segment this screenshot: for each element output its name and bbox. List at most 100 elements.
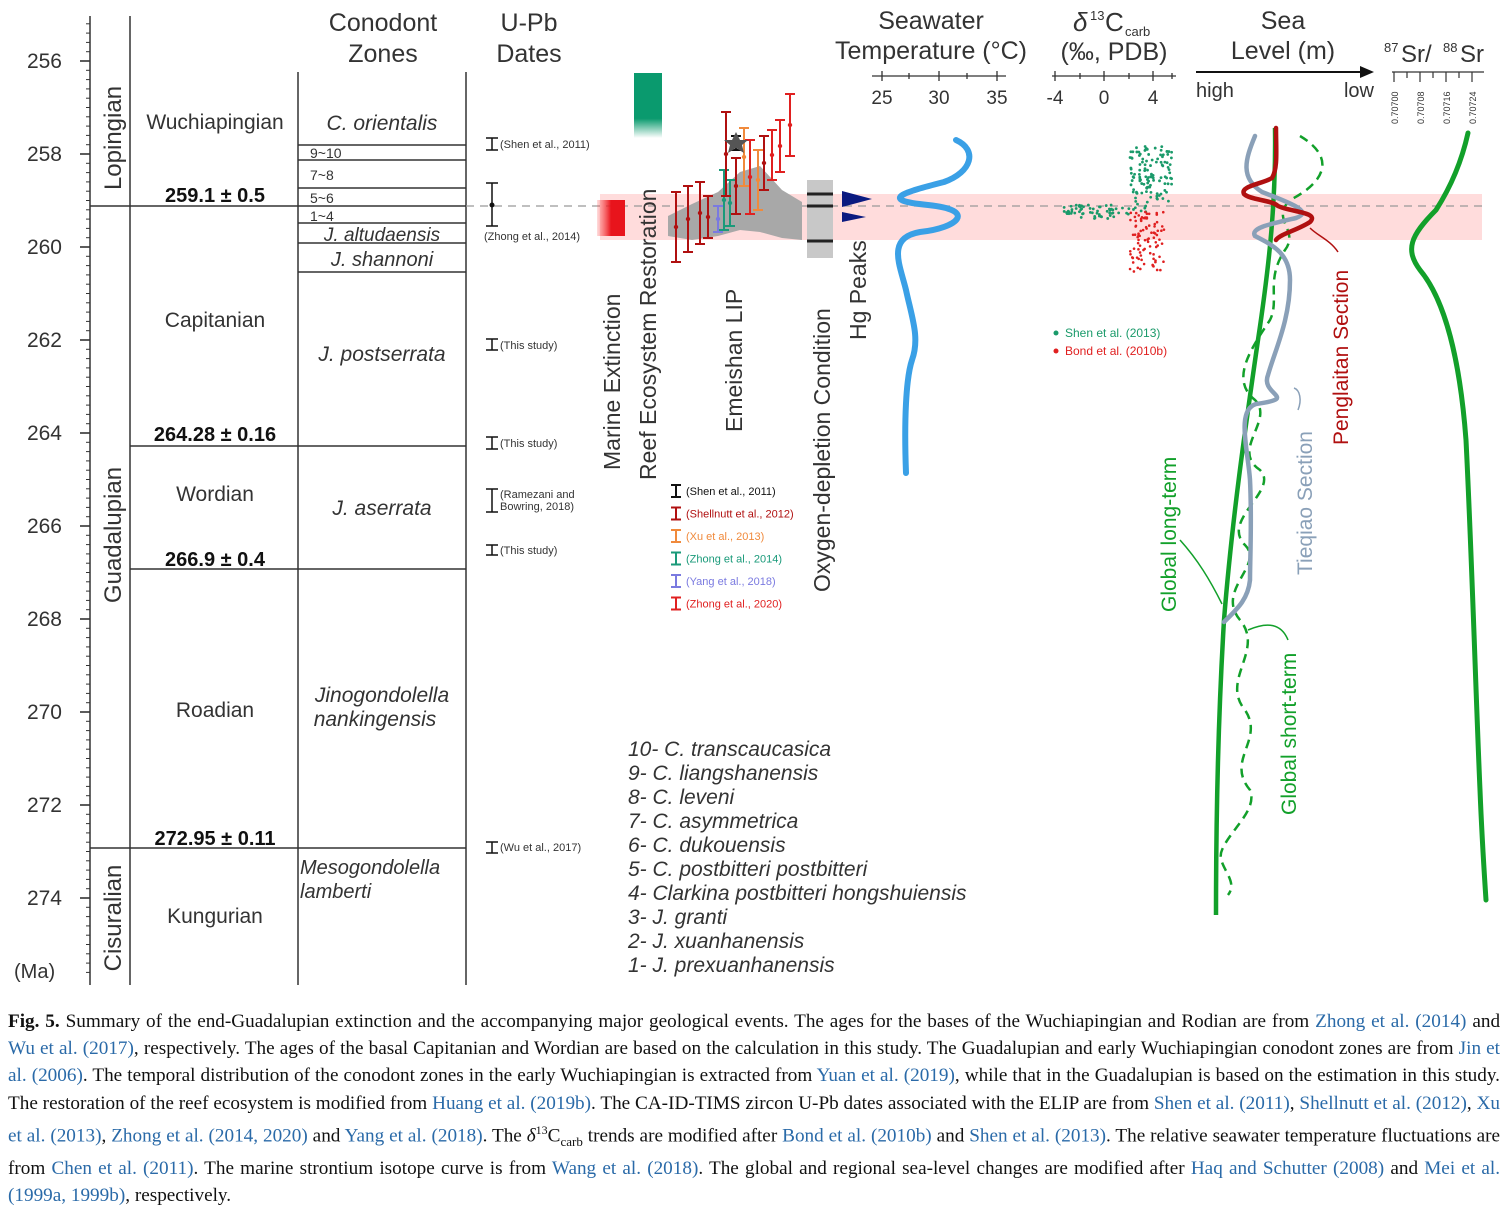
d13c-point-bond (1162, 260, 1165, 264)
d13c-point-shen (1161, 197, 1165, 200)
caption-ref-link[interactable]: Xu et al. (2013) (8, 1092, 1501, 1147)
axis-tick-label: 262 (27, 329, 62, 352)
d13c-point-shen (1160, 145, 1164, 148)
caption-ref-link[interactable]: Zhong et al. (2014) (1315, 1011, 1467, 1032)
caption-ref-link[interactable]: Huang et al. (2019b) (432, 1092, 592, 1114)
d13c-point-bond (1154, 260, 1157, 264)
d13c-point-bond (1137, 232, 1140, 235)
d13c-point-shen (1131, 175, 1135, 179)
stage-wuchiapingian: Wuchiapingian (146, 111, 283, 134)
zone-aserrata: J. aserrata (331, 497, 431, 520)
d13c-legend-shen: Shen et al. (2013) (1065, 326, 1160, 340)
caption-text: . The temporal distribution of the conod… (82, 1065, 813, 1087)
d13c-point-shen (1144, 175, 1148, 179)
caption-sub-carb: carb (560, 1134, 583, 1150)
d13c-point-shen (1074, 207, 1078, 210)
d13c-point-shen (1150, 172, 1153, 176)
caption-ref-link[interactable]: Yuan et al. (2019) (816, 1065, 955, 1087)
d13c-point-shen (1138, 168, 1142, 172)
zone-7-8: 7~8 (310, 167, 334, 183)
caption-ref-link[interactable]: Wang et al. (2018) (551, 1158, 699, 1180)
d13c-point-bond (1152, 257, 1155, 261)
sr-axis (1392, 71, 1484, 82)
label-tieqiao: Tieqiao Section (1294, 431, 1317, 575)
d13c-point-shen (1079, 208, 1083, 212)
d13c-point-shen (1136, 202, 1139, 206)
d13c-point-shen (1167, 168, 1171, 172)
d13c-point-shen (1097, 213, 1101, 216)
header-sr-87: 87 (1384, 40, 1398, 55)
d13c-point-shen (1135, 150, 1139, 154)
d13c-point-bond (1151, 263, 1154, 267)
sr-tick-3: 0.70724 (1468, 91, 1478, 124)
sr-tick-0: 0.70700 (1390, 91, 1400, 124)
figure-caption: Fig. 5. Summary of the end-Guadalupian e… (8, 1008, 1500, 1210)
d13c-point-bond (1132, 270, 1136, 273)
d13c-point-shen (1106, 217, 1110, 220)
sea-high-label: high (1196, 80, 1234, 102)
sr-tick-1: 0.70708 (1416, 91, 1426, 124)
stage-roadian: Roadian (176, 699, 254, 722)
caption-text: and (1390, 1158, 1419, 1180)
d13c-point-bond (1152, 236, 1156, 240)
axis-tick-label: 272 (27, 794, 62, 817)
d13c-point-shen (1144, 147, 1148, 150)
d13c-point-bond (1131, 256, 1135, 260)
d13c-point-bond (1135, 256, 1139, 259)
d13c-tick-4: 4 (1148, 88, 1159, 109)
d13c-point-shen (1127, 207, 1131, 210)
d13c-point-shen (1170, 182, 1173, 186)
chronostrat-columns (90, 16, 467, 985)
upb-label-ramezani2: Bowring, 2018) (500, 501, 574, 513)
d13c-point-bond (1159, 268, 1162, 272)
elip-error-bar (683, 185, 693, 253)
d13c-point-shen (1131, 190, 1135, 194)
d13c-point-bond (1155, 213, 1159, 216)
elip-legend-label: (Zhong et al., 2020) (686, 599, 782, 611)
d13c-point-shen (1152, 178, 1155, 182)
caption-ref-link[interactable]: Shellnutt et al. (2012) (1299, 1092, 1467, 1114)
penglaitan-pointer (1309, 227, 1339, 253)
elip-legend-item: (Xu et al., 2013) (671, 529, 764, 543)
caption-text: , (1289, 1092, 1295, 1114)
caption-ref-link[interactable]: Yang et al. (2018) (344, 1125, 483, 1147)
header-temp-2: Temperature (°C) (835, 37, 1027, 65)
d13c-point-shen (1137, 150, 1141, 154)
upb-label-this2: (This study) (500, 438, 557, 450)
caption-ref-link[interactable]: Mei et al. (1999a, 1999b) (8, 1158, 1501, 1207)
long-term-pointer (1179, 539, 1223, 605)
d13c-point-bond (1156, 229, 1160, 233)
caption-ref-link[interactable]: Haq and Schutter (2008) (1190, 1158, 1385, 1180)
sea-level-arrowhead (1360, 66, 1374, 78)
caption-text: . The marine strontium isotope curve is … (193, 1158, 547, 1180)
caption-ref-link[interactable]: Jin et al. (2006) (8, 1038, 1500, 1087)
caption-ref-link[interactable]: Shen et al. (2011) (1153, 1092, 1290, 1114)
elip-error-bar (695, 181, 705, 245)
axis-tick-label: 270 (27, 701, 62, 724)
d13c-point-bond (1148, 251, 1152, 255)
caption-ref-link[interactable]: Zhong et al. (2014, 2020) (111, 1125, 308, 1147)
caption-ref-link[interactable]: Bond et al. (2010b) (782, 1125, 932, 1147)
label-global-short-term: Global short-term (1278, 653, 1301, 815)
caption-ref-link[interactable]: Wu et al. (2017) (8, 1038, 134, 1060)
oxygen-depletion-lines (807, 192, 833, 243)
d13c-point-bond (1161, 210, 1165, 214)
elip-error-bar (713, 205, 723, 233)
time-axis: 256 258 260 262 264 266 268 270 272 274 (Ma) (14, 16, 91, 985)
d13c-point-shen (1132, 208, 1135, 211)
d13c-point-shen (1110, 207, 1113, 211)
axis-tick-label: 258 (27, 143, 62, 166)
d13c-point-shen (1147, 153, 1151, 156)
caption-ref-link[interactable]: Shen et al. (2013) (969, 1125, 1107, 1147)
d13c-point-bond (1160, 229, 1163, 232)
d13c-scatter (1062, 145, 1174, 273)
zone-orientalis: C. orientalis (327, 112, 438, 135)
d13c-point-bond (1142, 262, 1146, 266)
d13c-point-shen (1105, 209, 1109, 213)
axis-tick-label: 268 (27, 608, 62, 631)
d13c-point-shen (1165, 176, 1169, 180)
upb-label-this3: (This study) (500, 545, 557, 557)
caption-ref-link[interactable]: Chen et al. (2011) (51, 1158, 194, 1180)
temperature-curve (895, 137, 973, 476)
d13c-point-bond (1156, 244, 1160, 247)
